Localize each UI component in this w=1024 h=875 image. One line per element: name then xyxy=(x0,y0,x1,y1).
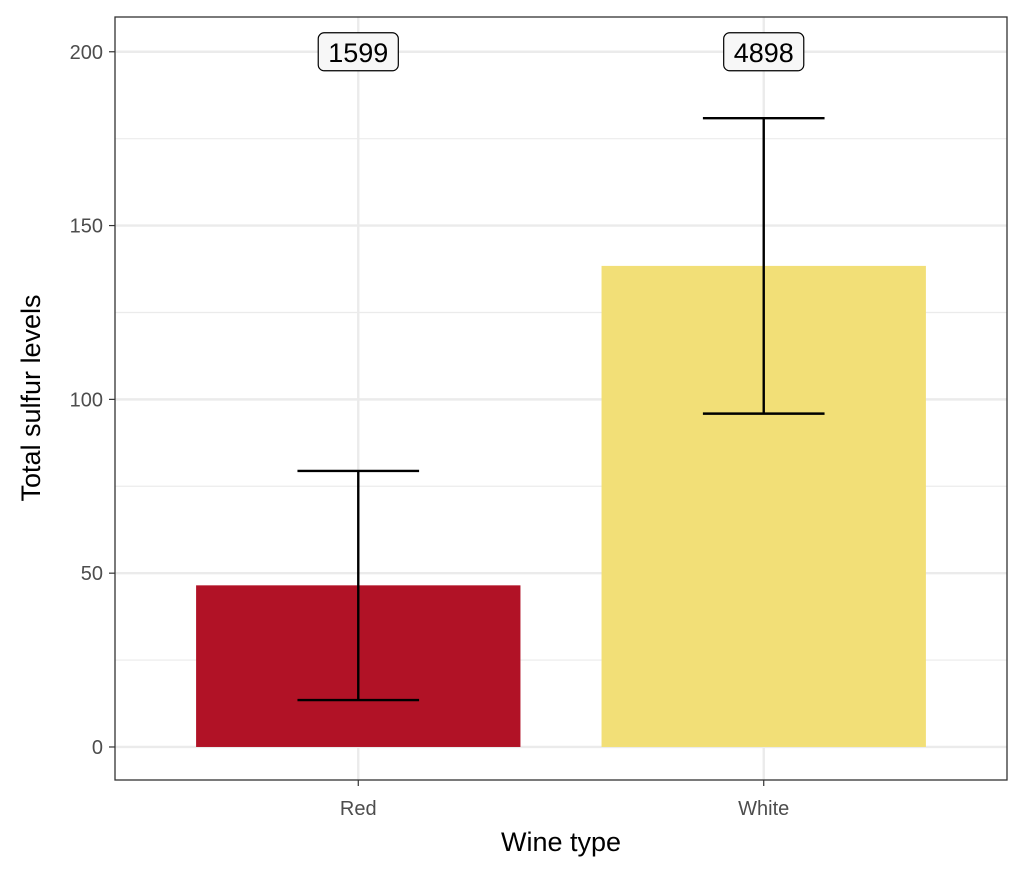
count-label-white: 4898 xyxy=(723,32,805,72)
error-bar-red xyxy=(297,469,420,702)
x-tick-label: White xyxy=(738,798,789,820)
x-tick-label: Red xyxy=(340,798,377,820)
y-axis-title: Total sulfur levels xyxy=(16,294,46,501)
y-tick-label: 200 xyxy=(70,42,103,64)
x-axis-title: Wine type xyxy=(501,827,621,857)
count-label-box xyxy=(317,32,399,72)
y-tick-label: 100 xyxy=(70,389,103,411)
error-bars xyxy=(297,116,825,702)
count-label-text: 1599 xyxy=(328,38,388,68)
count-label-red: 1599 xyxy=(317,32,399,72)
count-label-box xyxy=(723,32,805,72)
y-tick-label: 150 xyxy=(70,216,103,238)
panel-border xyxy=(114,16,1008,781)
y-tick-label: 50 xyxy=(81,563,103,585)
axes: 0 50 100 150 200 Red White xyxy=(70,42,790,820)
count-label-text: 4898 xyxy=(734,38,794,68)
count-labels: 1599 4898 xyxy=(317,32,805,72)
y-tick-label: 0 xyxy=(92,737,103,759)
error-bar-white xyxy=(702,116,825,415)
